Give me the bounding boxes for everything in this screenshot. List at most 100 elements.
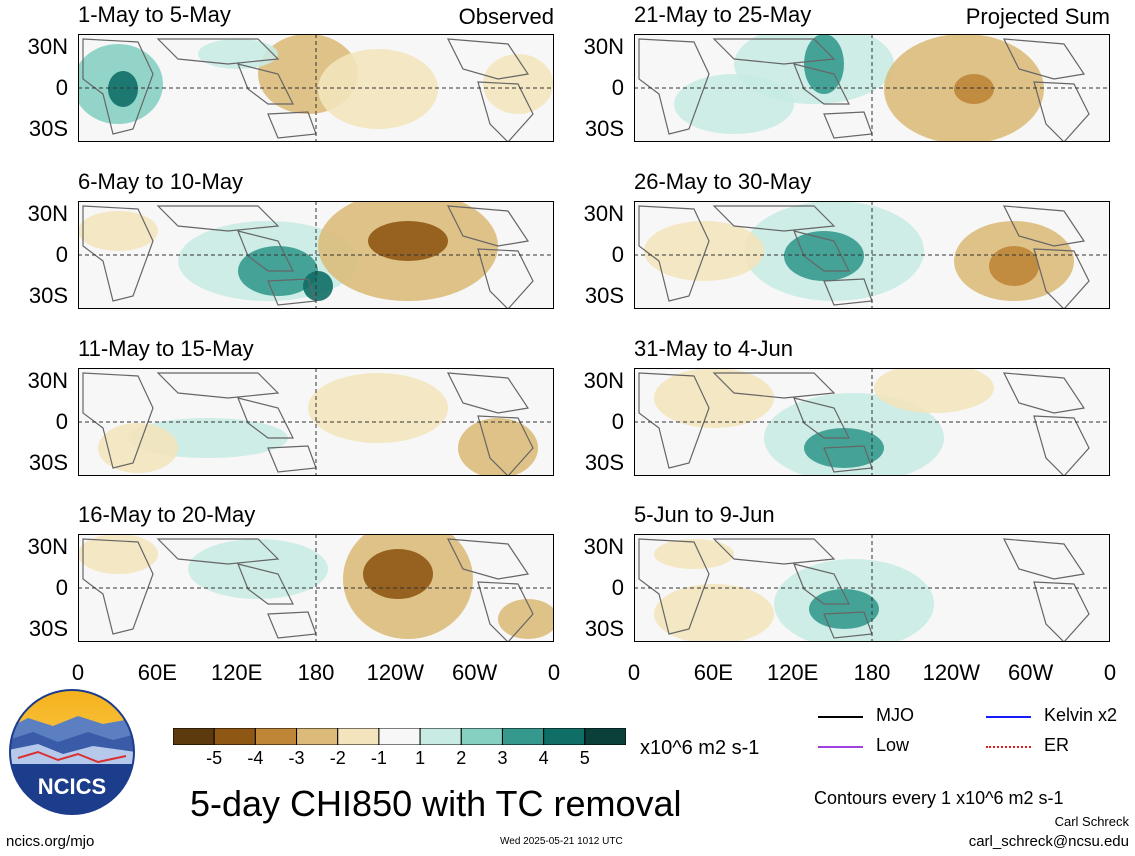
logo-text: NCICS	[38, 774, 106, 799]
panel-tag: Projected Sum	[965, 4, 1110, 29]
panel-border	[78, 34, 554, 142]
colorbar	[172, 727, 627, 746]
colorbar-label: 1	[415, 748, 426, 768]
coastline	[446, 38, 530, 80]
anomaly-region	[654, 539, 734, 569]
panel-border	[634, 34, 1110, 142]
x-tick-label: 0	[1103, 660, 1117, 685]
coastline	[446, 205, 530, 247]
coastline	[712, 38, 836, 65]
anomaly-region	[368, 221, 448, 261]
y-tick-label: 30N	[27, 33, 68, 59]
y-tick-label: 0	[611, 575, 624, 600]
colorbar-swatch	[419, 727, 462, 746]
colorbar-label: -3	[288, 748, 305, 768]
legend-line	[986, 716, 1031, 718]
coastline	[237, 230, 294, 272]
coastline	[1002, 205, 1086, 247]
coastline	[1002, 38, 1086, 80]
anomaly-region	[804, 34, 844, 94]
coastline	[712, 538, 836, 565]
coastline	[82, 538, 154, 635]
panel-title: 16-May to 20-May	[78, 502, 256, 527]
anomaly-region	[784, 231, 864, 281]
panel-title: 5-Jun to 9-Jun	[634, 502, 775, 527]
colorbar-label: 4	[538, 748, 549, 768]
panel-tag: Observed	[458, 4, 554, 29]
coastline	[477, 248, 534, 309]
panel-title: 31-May to 4-Jun	[634, 336, 793, 361]
x-tick-label: 60W	[1008, 660, 1054, 685]
y-tick-label: 0	[55, 409, 68, 434]
colorbar-swatch	[213, 727, 256, 746]
x-tick-label: 120W	[366, 660, 425, 685]
colorbar-units: x10^6 m2 s-1	[640, 737, 760, 759]
map-panel	[634, 534, 1110, 642]
y-tick-label: 30N	[583, 367, 624, 393]
colorbar-label: -5	[206, 748, 223, 768]
panel-border	[78, 534, 554, 642]
coastline	[156, 38, 280, 65]
coastline	[1002, 538, 1086, 580]
anomaly-region	[303, 271, 333, 301]
coastline	[156, 205, 280, 232]
coastline	[156, 372, 280, 399]
anomaly-region	[458, 418, 538, 476]
anomaly-region	[78, 211, 158, 251]
coastline	[237, 397, 294, 439]
map-panel	[634, 34, 1110, 142]
contour-note: Contours every 1 x10^6 m2 s-1	[814, 788, 1064, 808]
panel-border	[78, 201, 554, 309]
anomaly-region	[78, 534, 158, 574]
y-tick-label: 0	[55, 575, 68, 600]
coastline	[446, 538, 530, 580]
map-panel	[78, 34, 554, 142]
coastline	[638, 205, 710, 302]
legend-label: MJO	[876, 705, 914, 725]
coastline	[82, 372, 154, 469]
anomaly-region	[318, 49, 438, 129]
panel-border	[78, 368, 554, 476]
colorbar-swatch	[501, 727, 545, 746]
footer-url[interactable]: ncics.org/mjo	[6, 833, 95, 850]
anomaly-region	[954, 74, 994, 104]
colorbar-swatch	[337, 727, 380, 746]
anomaly-region	[308, 373, 448, 443]
colorbar-label: 2	[456, 748, 467, 768]
coastline	[793, 230, 850, 272]
y-tick-label: 30S	[28, 616, 68, 642]
coastline	[446, 372, 530, 414]
colorbar-swatch	[584, 727, 627, 746]
panel-title: 26-May to 30-May	[634, 169, 812, 194]
y-tick-label: 0	[611, 409, 624, 434]
author-email: carl_schreck@ncsu.edu	[968, 833, 1129, 850]
legend-label: Low	[876, 735, 910, 755]
coastline	[1033, 415, 1090, 476]
panel-border	[634, 201, 1110, 309]
colorbar-label: 5	[579, 748, 590, 768]
x-tick-label: 180	[297, 660, 335, 685]
coastline	[638, 538, 710, 635]
anomaly-region	[874, 368, 994, 413]
x-tick-label: 0	[547, 660, 561, 685]
colorbar-label: 3	[497, 748, 508, 768]
y-tick-label: 30S	[584, 116, 624, 142]
chart-title: 5-day CHI850 with TC removal	[190, 783, 682, 824]
y-tick-label: 0	[611, 75, 624, 100]
panel-border	[634, 368, 1110, 476]
panel-border	[634, 534, 1110, 642]
legend-line	[818, 746, 863, 748]
y-tick-label: 30N	[583, 533, 624, 559]
x-tick-label: 0	[71, 660, 85, 685]
y-tick-label: 30N	[583, 33, 624, 59]
colorbar-swatch	[460, 727, 503, 746]
colorbar-swatch	[378, 727, 421, 746]
y-tick-label: 30S	[584, 450, 624, 476]
x-tick-label: 0	[627, 660, 641, 685]
y-tick-label: 30N	[27, 367, 68, 393]
anomaly-region	[644, 221, 764, 281]
x-tick-label: 120E	[210, 660, 263, 685]
anomaly-region	[654, 584, 774, 642]
y-tick-label: 0	[55, 75, 68, 100]
coastline	[1033, 581, 1090, 642]
